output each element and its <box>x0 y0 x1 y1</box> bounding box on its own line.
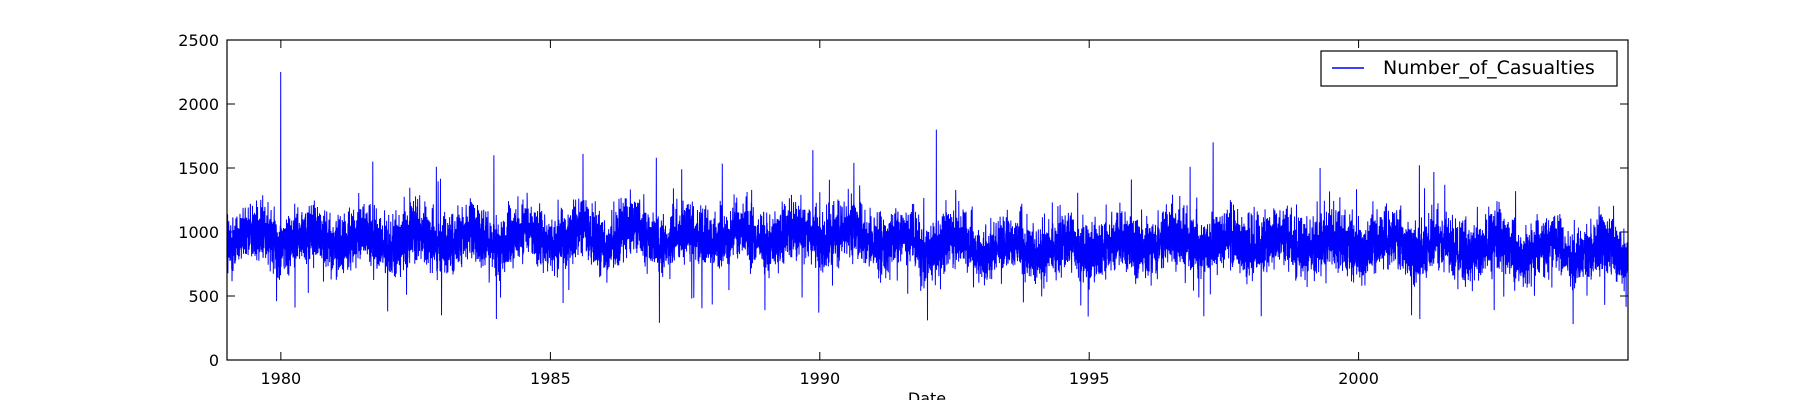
y-tick-label: 0 <box>209 351 219 370</box>
x-tick-label: 1995 <box>1069 369 1110 388</box>
x-tick-label: 2000 <box>1338 369 1379 388</box>
x-tick-label: 1980 <box>260 369 301 388</box>
legend: Number_of_Casualties <box>1320 50 1618 87</box>
y-tick-label: 1000 <box>178 223 219 242</box>
legend-entry-number-of-casualties: Number_of_Casualties <box>1383 57 1595 79</box>
y-tick-label: 500 <box>188 287 219 306</box>
legend-box <box>1320 50 1618 87</box>
x-tick-label: 1985 <box>530 369 571 388</box>
y-tick-label: 2500 <box>178 31 219 50</box>
x-axis-ticks: 1980 1985 1990 1995 2000 <box>260 40 1379 388</box>
y-tick-label: 1500 <box>178 159 219 178</box>
x-tick-label: 1990 <box>799 369 840 388</box>
y-axis-ticks: 0 500 1000 1500 2000 2500 <box>178 31 1628 370</box>
number-of-casualties-series-line <box>226 71 1629 325</box>
x-axis-label: Date <box>908 389 946 400</box>
y-tick-label: 2000 <box>178 95 219 114</box>
plot-frame <box>226 39 1629 361</box>
